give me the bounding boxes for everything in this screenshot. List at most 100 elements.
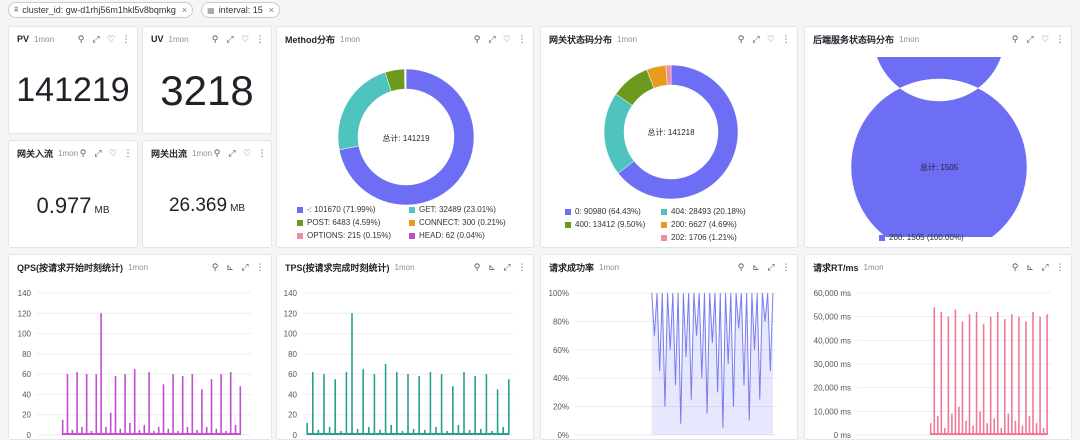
- uv-panel: UV 1mon ⚲ ⤢ ♡ ⋮ 3218: [142, 26, 272, 134]
- panel-title: 网关出流: [151, 148, 188, 159]
- expand-icon[interactable]: ⤢: [503, 261, 511, 272]
- filter-icon[interactable]: ⚲: [77, 33, 85, 44]
- expand-icon[interactable]: ⤢: [228, 147, 236, 158]
- y-tick-label: 100: [18, 330, 32, 339]
- legend-item[interactable]: GET: 32489 (23.01%): [409, 205, 496, 214]
- filter-icon[interactable]: ⚲: [1011, 33, 1019, 44]
- backend-status-panel: 后端服务状态码分布 1mon ⚲ ⤢ ♡ ⋮ 总计: 1505 200: 150…: [804, 26, 1072, 248]
- alert-icon[interactable]: ♡: [106, 33, 116, 44]
- line-chart-icon[interactable]: ⊾: [488, 261, 496, 272]
- expand-icon[interactable]: ⤢: [94, 147, 102, 158]
- gateway-status-panel: 网关状态码分布 1mon ⚲ ⤢ ♡ ⋮ 总计: 141218 0: 90980…: [540, 26, 798, 248]
- panel-period: 1mon: [617, 34, 638, 44]
- stat-value: 26.369: [168, 195, 228, 216]
- legend-item[interactable]: 200: 6627 (4.69%): [661, 220, 737, 229]
- alert-icon[interactable]: ♡: [766, 33, 776, 44]
- panel-title: UV: [151, 34, 164, 44]
- donut-slice[interactable]: [665, 64, 672, 86]
- more-icon[interactable]: ⋮: [123, 147, 133, 158]
- donut-slice[interactable]: [850, 57, 1028, 237]
- panel-period: 1mon: [192, 148, 213, 158]
- y-tick-label: 40,000 ms: [814, 336, 851, 345]
- panel-period: 1mon: [340, 34, 361, 44]
- panel-title: Method分布: [285, 34, 335, 45]
- filter-icon[interactable]: ⚲: [473, 261, 481, 272]
- legend-item[interactable]: CONNECT: 300 (0.21%): [409, 218, 506, 227]
- panel-period: 1mon: [128, 262, 149, 272]
- filter-chip-cluster[interactable]: ⩩ cluster_id: gw-d1rhj56m1hkl5v8bqmkg ×: [8, 2, 194, 18]
- more-icon[interactable]: ⋮: [517, 33, 527, 44]
- panel-title: 网关状态码分布: [549, 34, 613, 45]
- expand-icon[interactable]: ⤢: [1041, 261, 1049, 272]
- more-icon[interactable]: ⋮: [781, 33, 791, 44]
- expand-icon[interactable]: ⤢: [1026, 33, 1034, 44]
- panel-period: 1mon: [899, 34, 920, 44]
- filter-icon[interactable]: ⚲: [737, 33, 745, 44]
- donut-slice[interactable]: [338, 68, 475, 206]
- gateway-status-legend: 0: 90980 (64.43%) 404: 28493 (20.18%) 40…: [565, 207, 746, 246]
- expand-icon[interactable]: ⤢: [92, 33, 100, 44]
- legend-item[interactable]: 202: 1706 (1.21%): [661, 233, 737, 242]
- legend-item[interactable]: HEAD: 62 (0.04%): [409, 231, 485, 240]
- donut-slice[interactable]: [617, 64, 739, 200]
- y-tick-label: 20,000 ms: [814, 384, 851, 393]
- stat-value: 3218: [160, 67, 254, 114]
- y-tick-label: 0: [27, 431, 32, 440]
- legend-item[interactable]: 200: 1505 (100.00%): [879, 233, 964, 242]
- stat-value: 0.977: [36, 193, 92, 218]
- interval-icon: ▦: [207, 5, 215, 15]
- expand-icon[interactable]: ⤢: [241, 261, 249, 272]
- alert-icon[interactable]: ♡: [108, 147, 118, 158]
- alert-icon[interactable]: ♡: [1040, 33, 1050, 44]
- y-tick-label: 0%: [557, 431, 569, 440]
- expand-icon[interactable]: ⤢: [752, 33, 760, 44]
- outflow-panel: 网关出流 1mon ⚲ ⤢ ♡ ⋮ 26.369 MB: [142, 140, 272, 248]
- panel-period: 1mon: [168, 34, 189, 44]
- expand-icon[interactable]: ⤢: [226, 33, 234, 44]
- close-icon[interactable]: ×: [181, 5, 188, 15]
- method-panel: Method分布 1mon ⚲ ⤢ ♡ ⋮ 总计: 141219 -: 1016…: [276, 26, 534, 248]
- y-tick-label: 10,000 ms: [814, 407, 851, 416]
- line-chart-icon[interactable]: ⊾: [752, 261, 760, 272]
- filter-icon[interactable]: ⚲: [213, 147, 221, 158]
- legend-item[interactable]: 0: 90980 (64.43%): [565, 207, 661, 216]
- more-icon[interactable]: ⋮: [1055, 33, 1065, 44]
- legend-item[interactable]: OPTIONS: 215 (0.15%): [297, 231, 409, 240]
- line-chart-icon[interactable]: ⊾: [1026, 261, 1034, 272]
- filter-chip-interval[interactable]: ▦ interval: 15 ×: [201, 2, 280, 18]
- line-chart-icon[interactable]: ⊾: [226, 261, 234, 272]
- y-tick-label: 60: [288, 370, 297, 379]
- y-tick-label: 60: [22, 370, 31, 379]
- expand-icon[interactable]: ⤢: [767, 261, 775, 272]
- alert-icon[interactable]: ♡: [240, 33, 250, 44]
- y-tick-label: 20%: [553, 403, 569, 412]
- series-line: [651, 292, 774, 428]
- alert-icon[interactable]: ♡: [242, 147, 252, 158]
- filter-icon[interactable]: ⚲: [1011, 261, 1019, 272]
- more-icon[interactable]: ⋮: [781, 261, 791, 272]
- filter-icon[interactable]: ⚲: [211, 33, 219, 44]
- more-icon[interactable]: ⋮: [1055, 261, 1065, 272]
- legend-item[interactable]: 404: 28493 (20.18%): [661, 207, 746, 216]
- backend-status-donut-chart: 总计: 1505: [850, 57, 1028, 237]
- alert-icon[interactable]: ♡: [502, 33, 512, 44]
- filter-icon[interactable]: ⚲: [79, 147, 87, 158]
- more-icon[interactable]: ⋮: [257, 147, 267, 158]
- y-tick-label: 50,000 ms: [814, 313, 851, 322]
- filter-icon[interactable]: ⚲: [211, 261, 219, 272]
- y-tick-label: 100: [284, 330, 298, 339]
- close-icon[interactable]: ×: [268, 5, 274, 15]
- expand-icon[interactable]: ⤢: [488, 33, 496, 44]
- legend-item[interactable]: POST: 6483 (4.59%): [297, 218, 409, 227]
- more-icon[interactable]: ⋮: [255, 261, 265, 272]
- donut-slice[interactable]: [603, 93, 635, 174]
- legend-item[interactable]: 400: 13412 (9.50%): [565, 220, 661, 229]
- legend-item[interactable]: -: 101670 (71.99%): [297, 205, 409, 214]
- filter-icon[interactable]: ⚲: [737, 261, 745, 272]
- more-icon[interactable]: ⋮: [121, 33, 131, 44]
- y-tick-label: 60,000 ms: [814, 289, 851, 298]
- more-icon[interactable]: ⋮: [517, 261, 527, 272]
- more-icon[interactable]: ⋮: [255, 33, 265, 44]
- filter-icon[interactable]: ⚲: [473, 33, 481, 44]
- tps-panel: TPS(按请求完成时刻统计) 1mon ⚲ ⊾ ⤢ ⋮ 140 120 100 80 6…: [276, 254, 534, 440]
